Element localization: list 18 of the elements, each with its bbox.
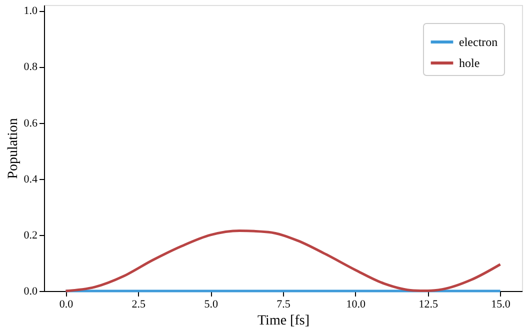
x-tick-label: 0.0 (59, 298, 74, 310)
x-axis-title: Time [fs] (258, 314, 310, 328)
y-tick-label: 0.2 (24, 229, 38, 242)
line-series (64, 229, 502, 292)
y-tick-label: 1.0 (24, 5, 38, 18)
x-tick-label: 12.5 (418, 298, 438, 310)
y-tick-label: 0.0 (24, 286, 38, 298)
x-tick-label: 7.5 (276, 298, 291, 310)
legend-label: hole (459, 56, 480, 70)
x-tick-label: 2.5 (132, 298, 146, 310)
y-tick-label: 0.6 (24, 117, 38, 130)
y-tick-label: 0.8 (24, 61, 38, 74)
x-tick-label: 10.0 (346, 298, 366, 310)
legend-label: electron (459, 35, 498, 49)
x-tick-label: 5.0 (204, 298, 218, 310)
y-tick-label: 0.4 (24, 173, 38, 186)
y-axis-title: Population (6, 118, 21, 179)
x-tick-label: 15.0 (491, 298, 511, 310)
